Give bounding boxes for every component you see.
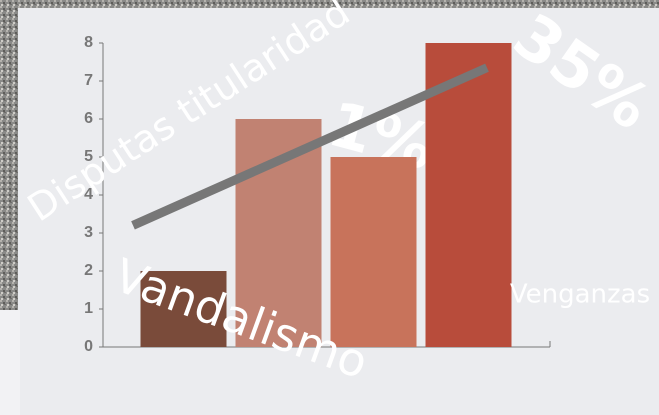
bar: [330, 157, 417, 347]
y-tick-label: 3: [84, 224, 93, 241]
y-tick-label: 4: [84, 186, 93, 203]
y-tick-label: 7: [84, 72, 93, 89]
bar: [425, 43, 512, 347]
side-panel: [0, 310, 20, 415]
y-tick-label: 6: [84, 110, 93, 127]
y-tick-label: 5: [84, 148, 93, 165]
y-tick-label: 0: [84, 338, 93, 355]
y-tick-label: 2: [84, 262, 93, 279]
bar: [140, 271, 227, 347]
trend-line: [131, 63, 489, 230]
annotation: Venganzas: [510, 280, 650, 310]
y-tick-label: 1: [84, 300, 93, 317]
y-tick-label: 8: [84, 34, 93, 51]
